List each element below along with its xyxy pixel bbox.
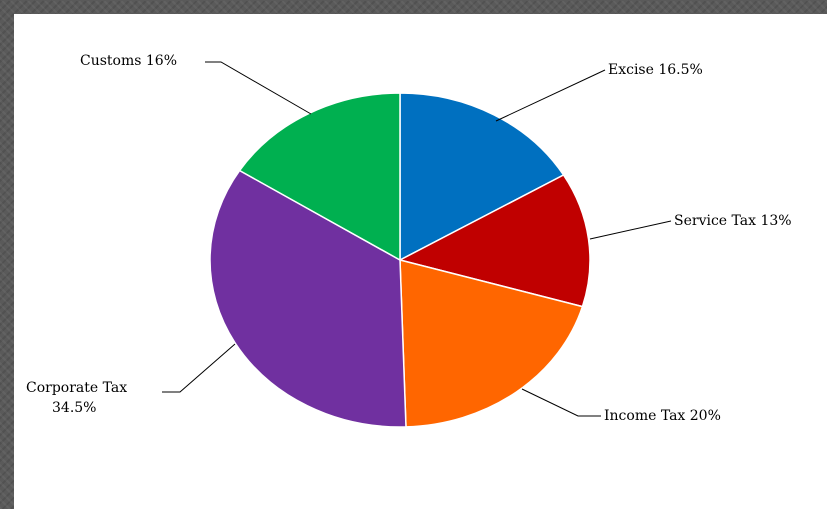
leader-lines [162, 61, 672, 417]
label-excise: Excise 16.5% [608, 62, 703, 78]
pie-slice-excise [399, 92, 565, 262]
leader-line-service [589, 220, 672, 240]
leader-line-excise [495, 69, 606, 122]
pie-chart: Excise 16.5% Service Tax 13% Income Tax … [26, 53, 792, 428]
pie-slice-income [399, 259, 584, 428]
leader-line-corporate [162, 343, 236, 393]
label-customs: Customs 16% [80, 53, 177, 69]
label-corporate-tax-line2: 34.5% [52, 400, 96, 416]
label-corporate-tax-line1: Corporate Tax [26, 380, 127, 396]
label-income-tax: Income Tax 20% [604, 408, 721, 424]
pie-slice-service [397, 174, 591, 308]
label-service-tax: Service Tax 13% [674, 213, 792, 229]
pie-slices [209, 92, 591, 428]
pie-slice-customs [238, 92, 401, 262]
leader-line-customs [205, 61, 312, 115]
slice-labels: Excise 16.5% Service Tax 13% Income Tax … [26, 53, 792, 424]
pie-slice-corporate [209, 169, 407, 428]
leader-line-income [521, 388, 601, 417]
chart-panel: Excise 16.5% Service Tax 13% Income Tax … [14, 14, 827, 509]
